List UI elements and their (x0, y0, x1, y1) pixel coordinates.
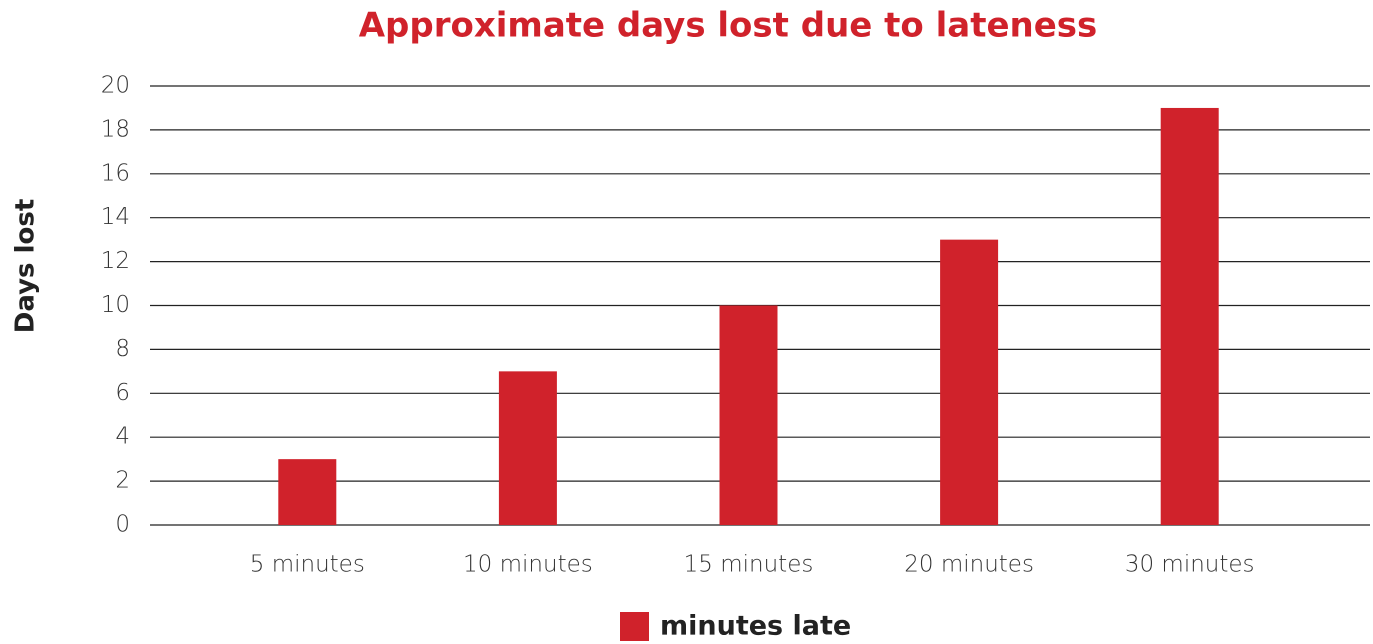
x-tick-label: 20 minutes (904, 552, 1034, 578)
bar (1160, 107, 1219, 525)
legend-swatch (620, 612, 649, 641)
chart-title: Approximate days lost due to lateness (359, 6, 1098, 46)
y-tick-label: 20 (101, 73, 130, 99)
y-tick-label: 4 (115, 424, 130, 450)
legend-label: minutes late (660, 611, 851, 642)
bar (498, 371, 557, 525)
y-tick-label: 18 (101, 116, 130, 142)
y-tick-label: 0 (115, 512, 130, 538)
y-tick-label: 2 (115, 468, 130, 494)
x-tick-label: 5 minutes (250, 552, 365, 578)
y-tick-label: 16 (101, 160, 130, 186)
y-axis-label: Days lost (11, 199, 41, 333)
bar (940, 239, 999, 525)
bar (278, 459, 337, 525)
y-tick-label: 14 (101, 204, 130, 230)
y-tick-label: 12 (101, 248, 130, 274)
y-tick-label: 8 (115, 336, 130, 362)
x-tick-label: 15 minutes (684, 552, 814, 578)
x-tick-label: 10 minutes (463, 552, 593, 578)
x-tick-label: 30 minutes (1125, 552, 1255, 578)
y-tick-label: 6 (115, 380, 130, 406)
bar (719, 305, 778, 525)
y-tick-label: 10 (101, 292, 130, 318)
